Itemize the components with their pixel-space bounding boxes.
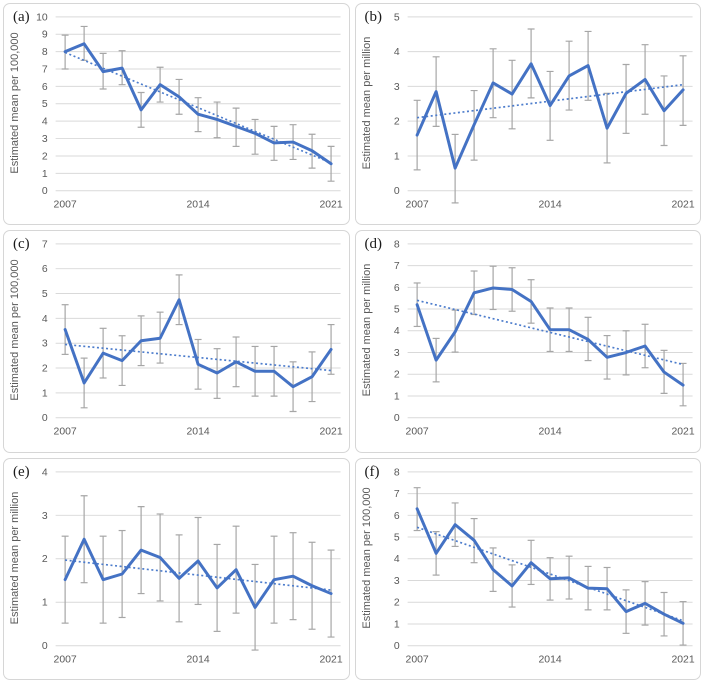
- panel-c: (c) Estimated mean per 100,000 0 1 2 3 4 5 6 7 2…: [3, 230, 350, 453]
- svg-text:0: 0: [393, 414, 399, 425]
- svg-text:2007: 2007: [54, 427, 77, 438]
- svg-text:4: 4: [42, 117, 48, 128]
- svg-text:4: 4: [42, 314, 48, 325]
- y-axis-title-c: Estimated mean per 100,000: [9, 259, 21, 402]
- svg-text:8: 8: [393, 467, 399, 478]
- svg-text:2: 2: [42, 554, 48, 565]
- svg-text:9: 9: [42, 30, 48, 41]
- svg-text:2014: 2014: [538, 427, 561, 438]
- svg-text:3: 3: [393, 82, 399, 93]
- svg-text:0: 0: [42, 414, 48, 425]
- svg-text:2014: 2014: [538, 654, 561, 665]
- svg-text:1: 1: [393, 392, 399, 403]
- panel-label-d: (d): [364, 236, 383, 253]
- svg-text:0: 0: [393, 186, 399, 197]
- panel-label-a: (a): [13, 9, 30, 25]
- svg-text:10: 10: [36, 12, 48, 23]
- svg-text:5: 5: [393, 12, 399, 23]
- panel-d: (d) Estimated mean per million 0 1 2 3 4 5 6 7 8…: [354, 230, 701, 453]
- svg-text:2014: 2014: [187, 654, 210, 665]
- svg-text:2007: 2007: [54, 200, 77, 211]
- svg-text:2: 2: [42, 364, 48, 375]
- svg-text:6: 6: [393, 283, 399, 294]
- svg-text:0: 0: [42, 641, 48, 652]
- svg-text:0: 0: [393, 641, 399, 652]
- svg-text:2007: 2007: [405, 427, 428, 438]
- y-axis-title-d: Estimated mean per million: [360, 264, 373, 397]
- panel-f: (f) Estimated mean per 100,000 0 1 2 3 4 5 6 7 8…: [354, 457, 701, 680]
- svg-text:2014: 2014: [187, 200, 210, 211]
- svg-text:3: 3: [393, 348, 399, 359]
- svg-text:2021: 2021: [319, 654, 342, 665]
- svg-text:1: 1: [42, 169, 48, 180]
- y-axis-title-a: Estimated mean per 100,000: [9, 32, 21, 174]
- svg-text:2021: 2021: [671, 427, 694, 438]
- svg-text:4: 4: [393, 554, 399, 565]
- svg-text:2007: 2007: [405, 654, 428, 665]
- svg-text:2021: 2021: [319, 427, 342, 438]
- panel-label-c: (c): [13, 236, 30, 253]
- svg-text:5: 5: [42, 289, 48, 300]
- svg-text:6: 6: [393, 510, 399, 521]
- line-chart-d: 0 1 2 3 4 5 6 7 8 2007 2014 2021: [393, 240, 694, 438]
- svg-text:7: 7: [393, 489, 399, 500]
- svg-text:4: 4: [42, 467, 48, 478]
- line-chart-e: 0 1 2 3 4 2007 2014 2021: [42, 467, 343, 665]
- svg-text:7: 7: [393, 261, 399, 272]
- y-axis-title-e: Estimated mean per million: [9, 491, 21, 625]
- panel-a: (a) Estimated mean per 100,000 0 1 2 3 4 5 6 7 8…: [3, 3, 350, 226]
- svg-text:6: 6: [42, 264, 48, 275]
- svg-text:7: 7: [42, 240, 48, 251]
- svg-text:3: 3: [42, 134, 48, 145]
- svg-text:1: 1: [42, 389, 48, 400]
- line-chart-b: 0 1 2 3 4 5 2007 2014 2021: [393, 12, 694, 211]
- svg-text:8: 8: [42, 47, 48, 58]
- svg-text:3: 3: [393, 576, 399, 587]
- y-axis-title-f: Estimated mean per 100,000: [360, 487, 373, 629]
- svg-text:7: 7: [42, 64, 48, 75]
- svg-text:2: 2: [42, 151, 48, 162]
- svg-text:2014: 2014: [538, 200, 561, 211]
- panel-b: (b) Estimated mean per million 0 1 2 3 4 5 200…: [354, 3, 701, 226]
- svg-text:6: 6: [42, 82, 48, 93]
- svg-text:2007: 2007: [54, 654, 77, 665]
- svg-text:1: 1: [393, 619, 399, 630]
- panel-label-e: (e): [13, 463, 30, 480]
- svg-text:2: 2: [393, 597, 399, 608]
- svg-text:4: 4: [393, 47, 399, 58]
- line-chart-a: 0 1 2 3 4 5 6 7 8 9 10 2007 2014 2021: [36, 12, 343, 211]
- panel-label-b: (b): [364, 9, 383, 25]
- line-chart-c: 0 1 2 3 4 5 6 7 2007 2014 2021: [42, 240, 343, 438]
- y-axis-title-b: Estimated mean per million: [360, 36, 373, 170]
- svg-text:5: 5: [393, 532, 399, 543]
- svg-text:2: 2: [393, 370, 399, 381]
- svg-text:2014: 2014: [187, 427, 210, 438]
- svg-text:5: 5: [42, 99, 48, 110]
- svg-text:2021: 2021: [319, 200, 342, 211]
- svg-text:1: 1: [393, 151, 399, 162]
- panel-e: (e) Estimated mean per million 0 1 2 3 4 2007…: [3, 457, 350, 680]
- svg-text:3: 3: [42, 339, 48, 350]
- svg-text:8: 8: [393, 240, 399, 251]
- svg-text:3: 3: [42, 510, 48, 521]
- svg-text:5: 5: [393, 305, 399, 316]
- line-chart-f: 0 1 2 3 4 5 6 7 8 2007 2014 2021: [393, 467, 694, 665]
- svg-text:1: 1: [42, 597, 48, 608]
- svg-text:2: 2: [393, 117, 399, 128]
- panel-label-f: (f): [364, 463, 380, 480]
- svg-text:2021: 2021: [671, 200, 694, 211]
- svg-text:2007: 2007: [405, 200, 428, 211]
- svg-text:4: 4: [393, 327, 399, 338]
- svg-text:2021: 2021: [671, 654, 694, 665]
- svg-text:0: 0: [42, 186, 48, 197]
